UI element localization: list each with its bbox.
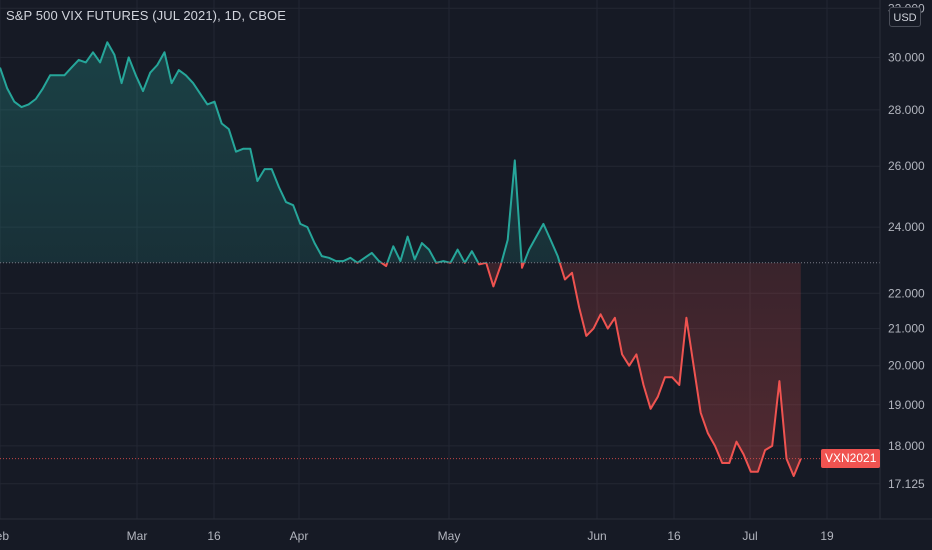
price-axis[interactable]: 32.00030.00028.00026.00024.00022.00021.0… (888, 1, 925, 491)
time-tick-label: Feb (0, 529, 9, 543)
price-tick-label: 24.000 (888, 220, 925, 234)
time-axis[interactable]: Feb Mar 16 Apr May Jun 16 Jul 19 (0, 529, 834, 543)
price-tick-label: 17.125 (888, 477, 925, 491)
price-tick-label: 18.000 (888, 439, 925, 453)
price-line-above-baseline (0, 41, 561, 263)
last-price-label: VXN2021 (821, 449, 881, 469)
price-tick-label: 28.000 (888, 103, 925, 117)
price-tick-label: 22.000 (888, 286, 925, 300)
time-tick-label: 19 (820, 529, 834, 543)
chart-lines (0, 41, 802, 477)
price-line-below-baseline (355, 262, 802, 477)
price-tick-label: 19.000 (888, 398, 925, 412)
time-tick-label: Apr (290, 529, 309, 543)
time-tick-label: Jun (587, 529, 606, 543)
chart-title: S&P 500 VIX FUTURES (JUL 2021), 1D, CBOE (6, 8, 286, 23)
price-tick-label: 20.000 (888, 359, 925, 373)
price-tick-label: 26.000 (888, 159, 925, 173)
currency-button[interactable]: USD (889, 7, 921, 27)
time-tick-label: 16 (207, 529, 221, 543)
price-tick-label: 30.000 (888, 50, 925, 64)
time-tick-label: Jul (742, 529, 757, 543)
price-tick-label: 21.000 (888, 322, 925, 336)
area-fill-above-baseline (0, 42, 560, 263)
time-tick-label: May (438, 529, 461, 543)
time-tick-label: Mar (127, 529, 148, 543)
time-tick-label: 16 (667, 529, 681, 543)
